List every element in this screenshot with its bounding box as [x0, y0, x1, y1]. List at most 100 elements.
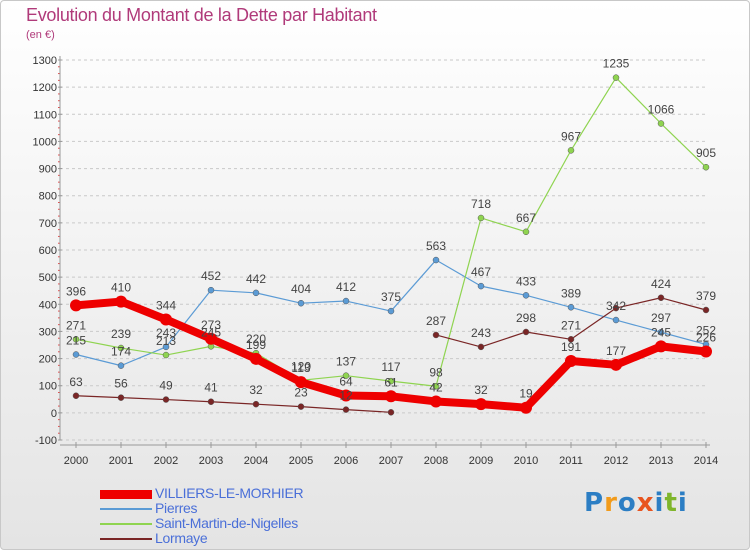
- data-point-saint-martin-de-nigelles: [657, 120, 665, 127]
- data-label-villiers-le-morhier: 42: [429, 380, 443, 394]
- x-tick-label: 2008: [424, 455, 448, 467]
- data-label-lormaye: 12: [339, 389, 353, 403]
- data-label-lormaye: 287: [426, 314, 446, 328]
- data-point-lormaye: [252, 400, 260, 408]
- x-tick-label: 2006: [334, 455, 358, 467]
- data-point-villiers-le-morhier: [340, 389, 352, 402]
- legend-swatch: [100, 523, 152, 525]
- chart-subtitle: (en €): [26, 29, 55, 41]
- data-label-saint-martin-de-nigelles: 120: [291, 359, 311, 373]
- data-point-villiers-le-morhier: [115, 295, 127, 308]
- data-point-pierres: [522, 292, 530, 299]
- data-point-pierres: [342, 297, 350, 305]
- data-label-saint-martin-de-nigelles: 239: [111, 327, 131, 341]
- data-label-pierres: 174: [111, 345, 131, 359]
- legend-label: VILLIERS-LE-MORHIER: [155, 485, 304, 501]
- data-label-pierres: 215: [66, 334, 86, 348]
- data-point-villiers-le-morhier: [520, 401, 532, 414]
- data-point-lormaye: [72, 392, 80, 400]
- data-label-lormaye: 424: [651, 277, 671, 291]
- x-tick-label: 2000: [64, 455, 88, 467]
- data-point-saint-martin-de-nigelles: [522, 228, 530, 236]
- data-label-villiers-le-morhier: 32: [474, 383, 488, 397]
- data-point-villiers-le-morhier: [475, 398, 487, 411]
- data-label-saint-martin-de-nigelles: 718: [471, 197, 491, 211]
- data-point-pierres: [207, 286, 215, 294]
- data-label-lormaye: 271: [561, 318, 581, 332]
- data-point-saint-martin-de-nigelles: [567, 147, 575, 154]
- data-point-lormaye: [162, 396, 170, 403]
- y-tick-label: 1000: [33, 136, 57, 148]
- data-point-lormaye: [702, 306, 710, 314]
- y-tick-label: 1100: [33, 109, 57, 121]
- data-point-lormaye: [387, 409, 395, 416]
- x-tick-label: 2011: [559, 455, 583, 467]
- data-label-pierres: 467: [471, 265, 491, 279]
- data-point-pierres: [432, 256, 440, 264]
- data-point-pierres: [387, 307, 395, 315]
- logo-letter: t: [664, 488, 678, 518]
- data-point-lormaye: [117, 394, 125, 401]
- y-tick-label: 1200: [33, 82, 57, 94]
- data-label-villiers-le-morhier: 191: [561, 340, 581, 354]
- data-label-saint-martin-de-nigelles: 1235: [603, 57, 630, 71]
- data-point-pierres: [117, 362, 125, 369]
- data-point-lormaye: [432, 331, 440, 339]
- data-point-villiers-le-morhier: [385, 390, 397, 403]
- data-label-villiers-le-morhier: 245: [651, 325, 671, 339]
- data-point-pierres: [72, 351, 80, 358]
- data-point-pierres: [297, 299, 305, 307]
- y-tick-label: 700: [39, 218, 57, 230]
- data-label-pierres: 375: [381, 290, 401, 304]
- data-point-lormaye: [477, 343, 485, 351]
- data-point-saint-martin-de-nigelles: [702, 163, 710, 171]
- data-point-saint-martin-de-nigelles: [387, 377, 395, 385]
- data-label-villiers-le-morhier: 273: [201, 318, 221, 332]
- data-point-pierres: [162, 343, 170, 351]
- y-tick-label: 800: [39, 191, 57, 203]
- data-label-lormaye: 32: [249, 383, 263, 397]
- data-point-pierres: [477, 282, 485, 290]
- data-point-pierres: [252, 289, 260, 297]
- legend-label: Saint-Martin-de-Nigelles: [155, 515, 298, 531]
- data-label-lormaye: 298: [516, 311, 536, 325]
- data-label-villiers-le-morhier: 113: [291, 361, 310, 375]
- x-tick-label: 2003: [199, 455, 223, 467]
- data-label-villiers-le-morhier: 226: [696, 331, 716, 345]
- x-tick-label: 2002: [154, 455, 178, 467]
- data-label-villiers-le-morhier: 177: [606, 344, 626, 358]
- data-label-lormaye: 63: [69, 375, 83, 389]
- data-point-villiers-le-morhier: [160, 313, 172, 326]
- data-point-pierres: [567, 304, 575, 311]
- data-label-saint-martin-de-nigelles: 1066: [648, 103, 675, 117]
- data-label-saint-martin-de-nigelles: 245: [201, 325, 221, 339]
- data-point-saint-martin-de-nigelles: [117, 344, 125, 352]
- y-tick-label: 200: [39, 354, 57, 366]
- data-point-lormaye: [657, 294, 665, 302]
- data-point-villiers-le-morhier: [565, 355, 577, 368]
- data-point-saint-martin-de-nigelles: [72, 336, 80, 343]
- y-tick-label: 900: [39, 164, 57, 176]
- data-point-saint-martin-de-nigelles: [342, 372, 350, 379]
- data-label-saint-martin-de-nigelles: 220: [246, 332, 266, 346]
- data-label-villiers-le-morhier: 344: [156, 298, 176, 312]
- x-tick-label: 2007: [379, 455, 403, 467]
- logo-letter: i: [654, 488, 665, 518]
- x-tick-label: 2010: [514, 455, 538, 467]
- data-label-pierres: 442: [246, 272, 266, 286]
- data-point-lormaye: [567, 336, 575, 343]
- data-label-villiers-le-morhier: 64: [339, 374, 353, 388]
- data-point-lormaye: [612, 304, 620, 312]
- data-point-villiers-le-morhier: [70, 299, 82, 312]
- x-tick-label: 2012: [604, 455, 628, 467]
- data-label-pierres: 433: [516, 274, 536, 288]
- data-point-villiers-le-morhier: [700, 345, 712, 358]
- data-label-pierres: 404: [291, 282, 311, 296]
- legend-label: Pierres: [155, 500, 198, 516]
- data-label-villiers-le-morhier: 61: [384, 375, 398, 389]
- y-tick-label: 1300: [33, 55, 57, 67]
- legend-swatch: [100, 538, 152, 540]
- data-point-pierres: [657, 328, 665, 336]
